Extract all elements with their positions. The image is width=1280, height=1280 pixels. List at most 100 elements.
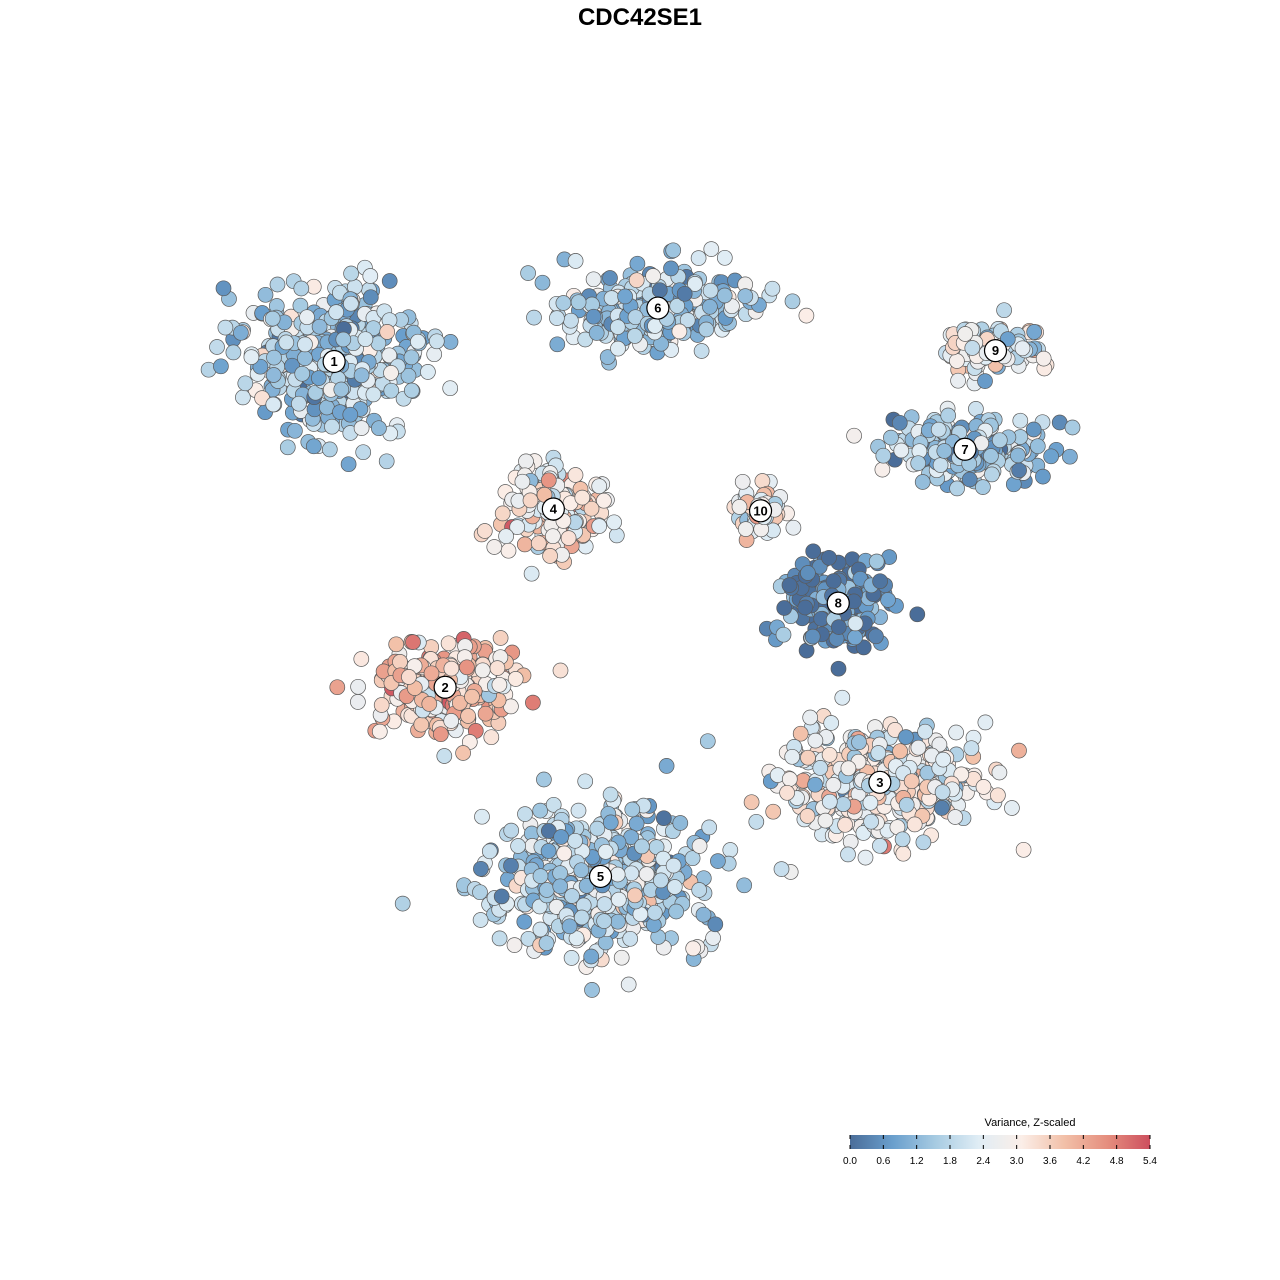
data-point xyxy=(996,302,1012,319)
data-point xyxy=(225,344,242,361)
data-point xyxy=(634,838,650,855)
data-point xyxy=(217,319,234,336)
data-point xyxy=(310,370,327,386)
data-point xyxy=(305,438,322,455)
data-point xyxy=(279,439,296,456)
data-point xyxy=(862,794,879,811)
data-point xyxy=(610,891,627,908)
data-point xyxy=(209,339,225,355)
data-point xyxy=(278,334,295,351)
data-point xyxy=(645,268,661,284)
data-point xyxy=(585,308,602,325)
data-point xyxy=(371,723,388,740)
data-point xyxy=(837,816,853,833)
data-point xyxy=(538,935,555,952)
data-point xyxy=(602,786,619,803)
data-point xyxy=(628,272,645,289)
data-point xyxy=(567,253,584,269)
data-point xyxy=(350,694,366,710)
data-point xyxy=(423,665,440,682)
data-point xyxy=(518,453,534,470)
svg-text:1: 1 xyxy=(331,354,338,369)
data-point xyxy=(353,420,370,436)
data-point xyxy=(949,480,965,497)
data-point xyxy=(646,904,663,921)
data-point xyxy=(748,813,765,830)
data-point xyxy=(476,523,493,539)
data-point xyxy=(491,676,508,693)
data-point xyxy=(702,298,718,315)
data-point xyxy=(552,662,569,679)
data-point xyxy=(357,331,374,348)
data-point xyxy=(676,285,693,302)
data-point xyxy=(690,250,707,266)
data-point xyxy=(599,349,616,365)
data-point xyxy=(324,418,340,435)
data-point xyxy=(340,456,357,473)
data-point xyxy=(651,282,668,299)
data-point xyxy=(964,340,981,356)
data-point xyxy=(716,249,733,266)
data-point xyxy=(588,325,605,341)
cluster-label-5: 5 xyxy=(588,864,613,889)
legend-tick-label: 4.2 xyxy=(1076,1156,1090,1167)
data-point xyxy=(668,903,685,920)
svg-text:5: 5 xyxy=(597,869,604,884)
data-point xyxy=(773,861,790,877)
data-point xyxy=(961,471,978,488)
data-point xyxy=(894,831,911,848)
data-point xyxy=(567,467,584,483)
data-point xyxy=(617,288,633,305)
data-point xyxy=(872,837,888,854)
data-point xyxy=(665,242,682,259)
cluster-label-8: 8 xyxy=(826,591,850,615)
data-point xyxy=(1010,447,1026,464)
data-point xyxy=(804,628,821,645)
data-point xyxy=(610,913,626,930)
data-point xyxy=(343,265,359,282)
data-point xyxy=(560,530,577,546)
data-point xyxy=(1043,448,1059,465)
data-point xyxy=(552,865,568,881)
data-point xyxy=(493,888,510,905)
data-point xyxy=(520,265,536,281)
data-point xyxy=(823,715,840,731)
cluster-label-2: 2 xyxy=(433,675,457,699)
data-point xyxy=(532,921,549,938)
data-point xyxy=(265,367,282,383)
data-point xyxy=(629,255,646,272)
data-point xyxy=(936,443,953,459)
data-point xyxy=(834,689,851,706)
data-point xyxy=(1035,468,1051,485)
data-point xyxy=(534,274,551,291)
legend-tick-label: 4.8 xyxy=(1110,1156,1124,1167)
data-point xyxy=(333,381,350,398)
data-point xyxy=(556,845,573,862)
data-point xyxy=(294,365,311,382)
data-point xyxy=(552,878,569,895)
data-point xyxy=(802,709,819,726)
data-point xyxy=(507,671,524,687)
data-point xyxy=(914,474,931,490)
data-point xyxy=(672,815,689,831)
data-point xyxy=(868,628,884,645)
data-point xyxy=(736,877,753,894)
data-point xyxy=(775,626,792,643)
data-point xyxy=(851,734,867,751)
data-point xyxy=(840,846,856,863)
data-point xyxy=(538,882,555,898)
data-point xyxy=(540,472,557,489)
data-point xyxy=(237,375,254,392)
data-point xyxy=(781,577,798,593)
data-point xyxy=(561,918,578,935)
data-point xyxy=(624,801,641,818)
data-point xyxy=(883,429,899,446)
data-point xyxy=(609,866,626,883)
data-point xyxy=(494,505,511,522)
data-point xyxy=(1035,350,1052,367)
data-point xyxy=(570,802,587,819)
data-point xyxy=(432,726,449,743)
data-point xyxy=(983,448,999,464)
data-point xyxy=(266,349,282,366)
data-point xyxy=(525,694,541,711)
